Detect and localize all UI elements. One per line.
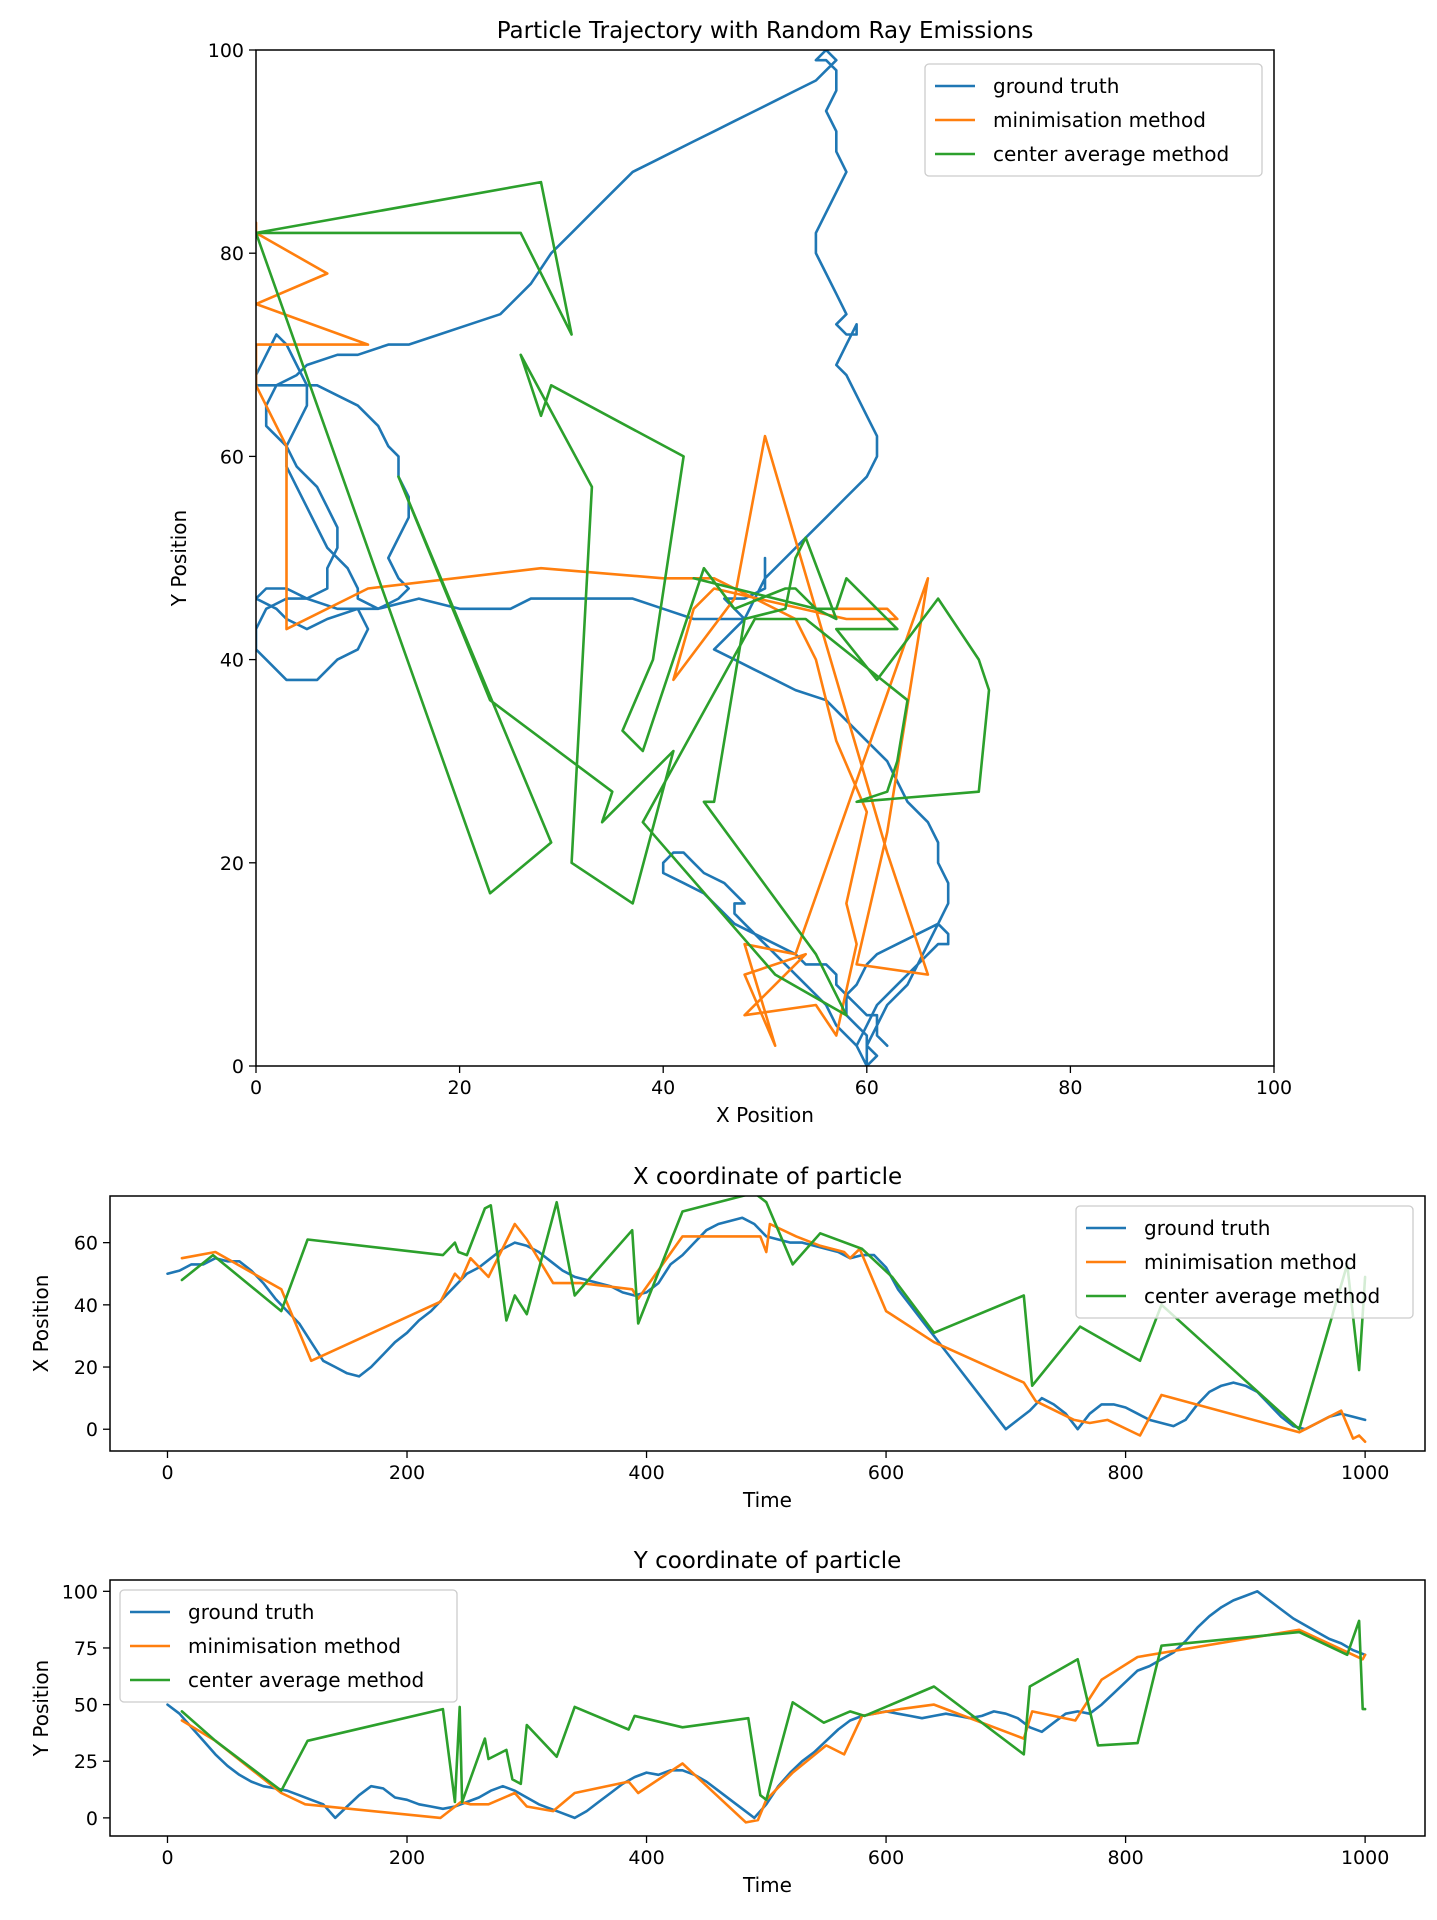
series-line-ground-truth [256,50,950,1066]
x-tick-label: 0 [161,1462,173,1484]
chart-title: Y coordinate of particle [633,1548,902,1574]
series-group [256,50,991,1066]
y-axis-label: Y Position [29,1660,53,1757]
x-tick-label: 60 [855,1077,879,1099]
y-tick-label: 0 [232,1056,244,1078]
series-group [166,1196,1367,1443]
y-axis-label: Y Position [167,510,191,607]
x-axis-label: X Position [716,1103,814,1127]
x-axis-label: Time [742,1488,792,1512]
x-tick-label: 20 [448,1077,472,1099]
series-line-minimisation-method [256,221,930,1047]
plot-frame [109,1579,1426,1837]
x-tick-label: 400 [628,1847,664,1869]
series-line-center-average-method [180,1619,1367,1804]
legend: ground truth minimisation method center av… [119,1589,458,1703]
series-line-ground-truth [166,1216,1367,1431]
x-tick-label: 40 [651,1077,675,1099]
x-tick-label: 200 [389,1847,425,1869]
legend-label-ground-truth: ground truth [993,74,1119,98]
y-tick-label: 80 [220,243,244,265]
x-tick-label: 1000 [1341,1462,1389,1484]
x-tick-label: 100 [1256,1077,1292,1099]
legend-box [924,63,1263,177]
y-tick-label: 40 [74,1295,98,1317]
legend: ground truth minimisation method center av… [924,63,1263,177]
x-tick-label: 0 [250,1077,262,1099]
plot-frame [109,1195,1426,1452]
chart-title: X coordinate of particle [633,1164,902,1190]
y-tick-label: 40 [220,650,244,672]
legend-label-center-average-method: center average method [1144,1284,1380,1308]
series-line-center-average-method [180,1196,1367,1431]
legend-label-ground-truth: ground truth [188,1600,314,1624]
x-tick-label: 200 [389,1462,425,1484]
y-tick-label: 20 [220,853,244,875]
y-tick-label: 75 [74,1638,98,1660]
legend-box [1075,1205,1414,1319]
x-tick-label: 80 [1058,1077,1082,1099]
legend: ground truth minimisation method center av… [1075,1205,1414,1319]
x-tick-label: 800 [1107,1847,1143,1869]
x-tick-label: 600 [868,1462,904,1484]
legend-label-ground-truth: ground truth [1144,1216,1270,1240]
chart-x_coord: 0 200 400 600 800 1000 0 20 40 60 X coordinate of … [29,1164,1426,1512]
legend-label-minimisation-method: minimisation method [1144,1250,1357,1274]
x-tick-label: 0 [161,1847,173,1869]
series-group [166,1590,1367,1824]
y-tick-label: 100 [62,1581,98,1603]
x-axis-label: Time [742,1873,792,1897]
y-axis-label: X Position [29,1275,53,1373]
y-tick-label: 20 [74,1357,98,1379]
x-tick-label: 800 [1107,1462,1143,1484]
y-tick-label: 60 [74,1233,98,1255]
plot-frame [255,49,1275,1067]
y-tick-label: 50 [74,1695,98,1717]
chart-y_coord: 0 200 400 600 800 1000 0 25 50 75 100 Y coordinate … [29,1548,1426,1897]
y-tick-label: 0 [86,1808,98,1830]
y-tick-label: 0 [86,1419,98,1441]
series-line-minimisation-method [180,1222,1367,1443]
legend-label-center-average-method: center average method [993,142,1229,166]
series-line-center-average-method [256,180,991,1017]
legend-label-minimisation-method: minimisation method [993,108,1206,132]
x-tick-label: 600 [868,1847,904,1869]
chart-title: Particle Trajectory with Random Ray Emis… [497,18,1034,44]
series-line-ground-truth [166,1590,1367,1820]
legend-label-center-average-method: center average method [188,1668,424,1692]
y-tick-label: 60 [220,446,244,468]
chart-trajectory: 0 20 40 60 80 100 0 20 40 60 80 100 Particle Traject… [167,18,1292,1127]
legend-label-minimisation-method: minimisation method [188,1634,401,1658]
legend-box [119,1589,458,1703]
y-tick-label: 100 [208,40,244,62]
x-tick-label: 1000 [1341,1847,1389,1869]
x-tick-label: 400 [628,1462,664,1484]
y-tick-label: 25 [74,1751,98,1773]
